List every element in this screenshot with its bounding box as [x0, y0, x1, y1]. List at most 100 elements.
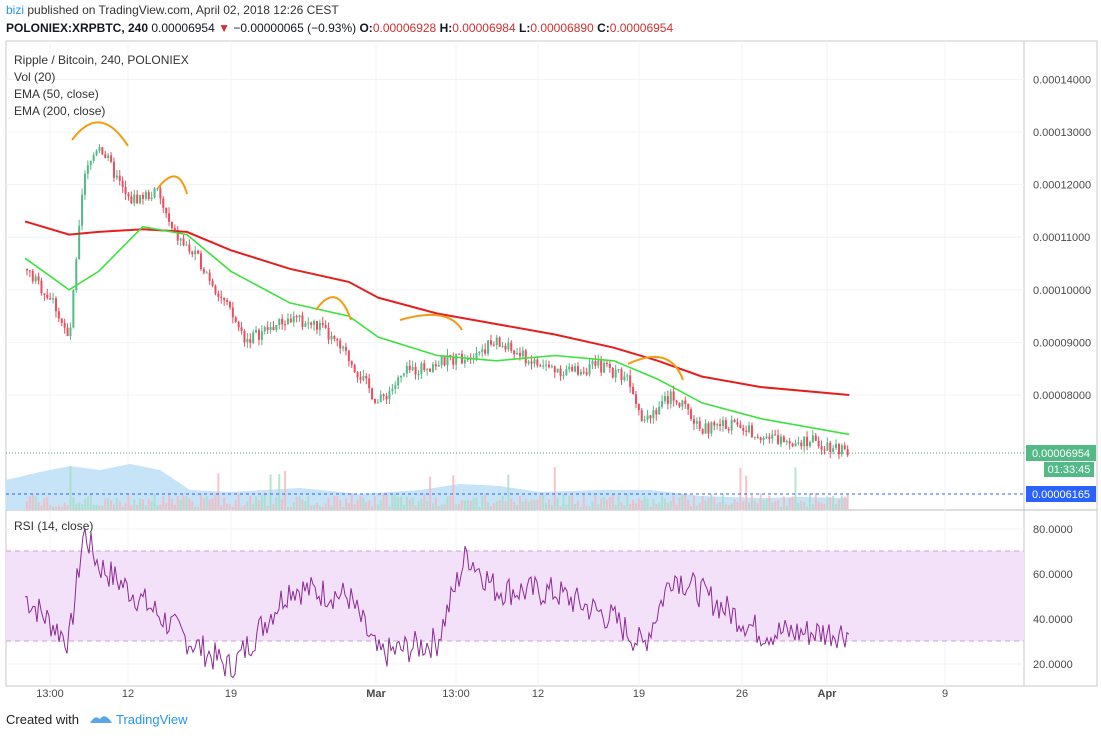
candle-body — [806, 436, 809, 446]
volume-bar — [69, 466, 72, 510]
volume-bar — [362, 497, 365, 510]
volume-bar — [197, 506, 200, 510]
volume-bar — [313, 504, 316, 510]
candle-body — [92, 155, 95, 161]
volume-bar — [806, 506, 809, 510]
volume-bar — [605, 499, 608, 510]
candle-body — [605, 362, 608, 365]
candle-body — [179, 238, 182, 241]
candle-body — [110, 155, 113, 162]
candle-body — [727, 428, 730, 431]
volume-bar — [808, 493, 811, 510]
candle-body — [797, 442, 800, 444]
volume-bar — [753, 500, 756, 510]
candle-body — [437, 365, 440, 367]
candle-body — [197, 250, 200, 254]
volume-bar — [295, 496, 298, 510]
candle-body — [220, 296, 223, 298]
candle-body — [83, 173, 86, 195]
volume-bar — [136, 505, 139, 510]
volume-bar — [423, 494, 426, 510]
candle-body — [721, 420, 724, 426]
candle-body — [707, 423, 710, 434]
tradingview-brand-link[interactable]: TradingView — [116, 712, 188, 727]
candle-body — [130, 196, 133, 204]
candle-body — [843, 445, 846, 450]
volume-bar — [545, 503, 548, 510]
candle-body — [252, 332, 255, 343]
volume-bar — [823, 503, 826, 510]
candle-body — [623, 376, 626, 381]
volume-bar — [382, 494, 385, 510]
volume-bar — [194, 506, 197, 510]
candle-body — [542, 365, 545, 367]
volume-bar — [237, 493, 240, 510]
volume-bar — [228, 504, 231, 510]
candle-body — [379, 394, 382, 403]
candle-body — [223, 297, 226, 301]
last-price: 0.00006954 — [151, 21, 215, 35]
candle-body — [269, 326, 272, 330]
candle-body — [681, 400, 684, 407]
volume-bar — [736, 502, 739, 510]
candle-body — [568, 366, 571, 370]
volume-bar — [234, 500, 237, 510]
volume-bar — [400, 496, 403, 510]
candle-body — [46, 294, 49, 299]
legend-title: Ripple / Bitcoin, 240, POLONIEX — [14, 53, 189, 67]
candle-body — [475, 352, 478, 359]
volume-bar — [112, 504, 115, 510]
volume-bar — [489, 506, 492, 510]
volume-bar — [373, 496, 376, 510]
rsi-line — [24, 528, 850, 679]
arc-annotation — [71, 121, 129, 147]
volume-bar — [365, 502, 368, 510]
candle-body — [765, 436, 768, 439]
candle-body — [713, 422, 716, 426]
candle-body — [524, 350, 527, 364]
volume-bar — [768, 495, 771, 510]
candle-body — [318, 323, 321, 330]
candle-body — [69, 327, 72, 337]
arc-annotation — [627, 355, 684, 381]
volume-bar — [115, 497, 118, 510]
candle-body — [600, 360, 603, 373]
candle-body — [376, 402, 379, 404]
author-link[interactable]: bizi — [6, 3, 25, 17]
volume-bars — [25, 466, 849, 510]
candle-body — [382, 394, 385, 397]
candle-body — [243, 330, 246, 343]
candle-body — [365, 375, 368, 379]
candle-body — [272, 326, 275, 331]
volume-bar — [292, 502, 295, 510]
arc-annotation — [157, 175, 188, 195]
volume-bar — [89, 493, 92, 510]
volume-bar — [594, 495, 597, 510]
candle-body — [234, 317, 237, 322]
candle-body — [736, 422, 739, 425]
volume-bar — [168, 493, 171, 510]
volume-bar — [492, 503, 495, 510]
candle-body — [489, 340, 492, 345]
candle-body — [835, 444, 838, 449]
volume-bar — [458, 503, 461, 510]
volume-bar — [791, 496, 794, 510]
volume-bar — [147, 498, 150, 510]
candle-body — [350, 361, 353, 365]
volume-bar — [104, 498, 107, 510]
volume-bar — [640, 500, 643, 510]
volume-bar — [379, 500, 382, 510]
candle-body — [208, 272, 211, 281]
volume-bar — [40, 505, 43, 510]
current-price-text: 0.00006954 — [1032, 448, 1090, 460]
candle-body — [643, 419, 646, 421]
volume-bar — [579, 506, 582, 510]
candle-body — [536, 359, 539, 366]
candle-body — [226, 300, 229, 303]
volume-bar — [72, 497, 75, 510]
volume-bar — [202, 498, 205, 510]
legend-vol: Vol (20) — [14, 70, 55, 84]
volume-bar — [733, 499, 736, 510]
volume-bar — [344, 498, 347, 510]
